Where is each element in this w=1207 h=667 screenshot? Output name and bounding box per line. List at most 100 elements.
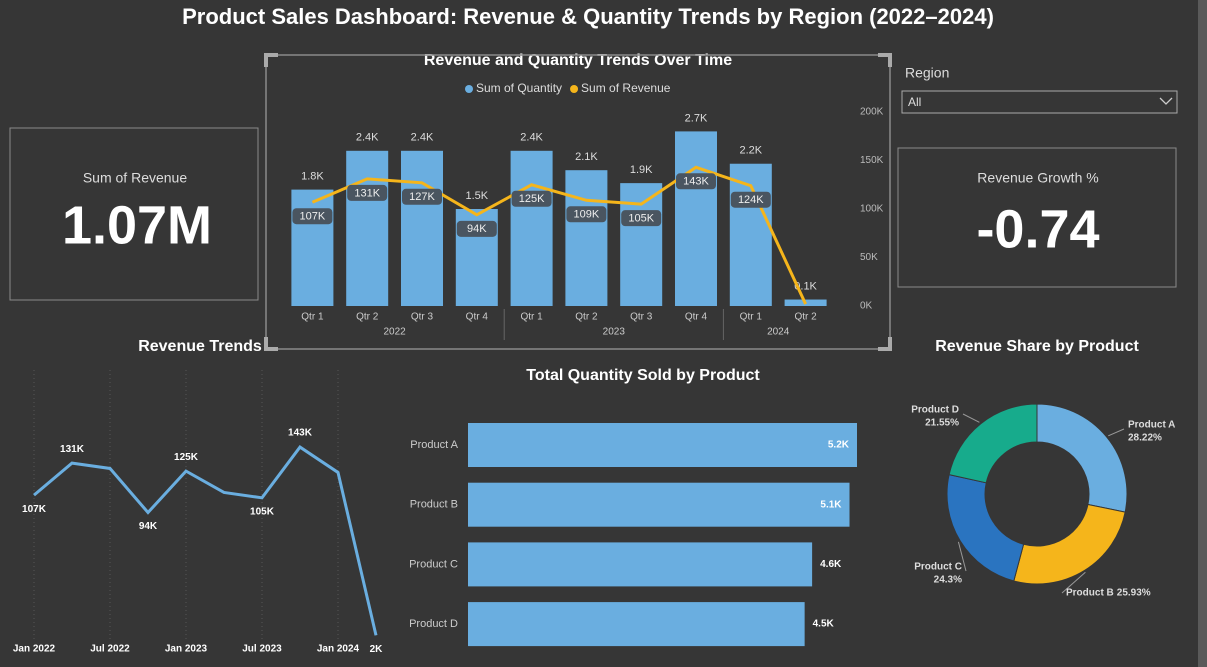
x-tick-label: Qtr 1 bbox=[520, 312, 543, 323]
chart-title: Revenue Share by Product bbox=[935, 338, 1139, 355]
slicer-value: All bbox=[908, 95, 921, 109]
line-label: 125K bbox=[519, 193, 545, 205]
y2-tick-label: 50K bbox=[860, 252, 878, 263]
data-label: 105K bbox=[250, 506, 275, 517]
data-label: 125K bbox=[174, 452, 199, 463]
group-label: 2023 bbox=[603, 327, 626, 338]
x-tick-label: Qtr 1 bbox=[740, 312, 763, 323]
scrollbar bbox=[1198, 0, 1207, 667]
frame-corner bbox=[264, 337, 278, 351]
card-value: -0.74 bbox=[976, 199, 1099, 259]
frame-corner bbox=[878, 337, 892, 351]
data-label: 143K bbox=[288, 428, 313, 439]
x-tick-label: Jan 2024 bbox=[317, 644, 360, 655]
bar bbox=[346, 150, 389, 306]
slicer-label: Region bbox=[905, 65, 949, 81]
label-box bbox=[456, 220, 497, 237]
dashboard-title: Product Sales Dashboard: Revenue & Quant… bbox=[182, 4, 994, 29]
bar bbox=[468, 602, 805, 647]
bar-label: 5.1K bbox=[820, 499, 842, 510]
bar bbox=[620, 183, 663, 306]
label-box bbox=[402, 188, 442, 205]
card-value: 1.07M bbox=[62, 195, 212, 255]
bar-label: 1.9K bbox=[630, 164, 653, 176]
legend-label: Sum of Quantity bbox=[476, 81, 562, 95]
bar bbox=[468, 542, 813, 587]
y-tick-label: Product C bbox=[409, 558, 458, 570]
donut-slice bbox=[1036, 403, 1128, 513]
group-label: 2022 bbox=[383, 327, 406, 338]
data-label: 131K bbox=[60, 444, 85, 455]
card-frame bbox=[897, 147, 1177, 288]
x-tick-label: Qtr 3 bbox=[411, 312, 434, 323]
group-label: 2024 bbox=[767, 327, 790, 338]
label-box bbox=[347, 184, 388, 201]
line-label: 105K bbox=[628, 213, 654, 225]
donut-slice bbox=[948, 403, 1038, 484]
slicer-dropdown[interactable] bbox=[901, 90, 1178, 114]
leader-line bbox=[1108, 428, 1125, 437]
bar bbox=[468, 423, 857, 467]
bar bbox=[468, 482, 850, 527]
x-tick-label: Qtr 2 bbox=[575, 312, 598, 323]
slice-label: 21.55% bbox=[925, 418, 959, 429]
bar-label: 4.6K bbox=[820, 559, 842, 570]
x-tick-label: Jul 2023 bbox=[242, 644, 282, 655]
chart-title: Revenue and Quantity Trends Over Time bbox=[424, 52, 732, 69]
bar bbox=[510, 150, 553, 306]
bar-label: 2.1K bbox=[575, 151, 598, 163]
x-tick-label: Qtr 2 bbox=[356, 312, 379, 323]
bar-label: 4.5K bbox=[813, 619, 835, 630]
leader-line bbox=[1061, 571, 1086, 594]
bar-label: 2.4K bbox=[356, 132, 379, 144]
slice-name: Product B bbox=[1066, 588, 1114, 599]
bar bbox=[401, 150, 443, 306]
x-tick-label: Qtr 4 bbox=[466, 312, 489, 323]
y-tick-label: Product B bbox=[410, 499, 458, 511]
line bbox=[311, 165, 807, 305]
slice-label: 25.93% bbox=[1117, 588, 1151, 599]
legend-label: Sum of Revenue bbox=[581, 81, 671, 95]
y2-tick-label: 100K bbox=[860, 204, 884, 215]
data-label: 2K bbox=[370, 644, 384, 655]
x-tick-label: Qtr 3 bbox=[630, 312, 653, 323]
line-label: 143K bbox=[683, 176, 709, 188]
legend-dot bbox=[570, 85, 579, 93]
label-box bbox=[566, 206, 607, 223]
bar-label: 5.2K bbox=[828, 440, 850, 451]
bar-label: 1.5K bbox=[465, 190, 488, 202]
line bbox=[33, 445, 378, 636]
y2-tick-label: 200K bbox=[860, 107, 884, 118]
line-label: 109K bbox=[574, 209, 600, 221]
bar-label: 1.8K bbox=[301, 171, 324, 183]
label-box bbox=[621, 210, 662, 227]
slice-name: Product C bbox=[914, 562, 962, 573]
line-label: 94K bbox=[467, 223, 487, 235]
card-frame bbox=[9, 127, 259, 301]
data-label: 94K bbox=[139, 521, 158, 532]
bar bbox=[291, 189, 334, 306]
label-box bbox=[511, 190, 552, 207]
x-tick-label: Jul 2022 bbox=[90, 644, 130, 655]
chart-title: Total Quantity Sold by Product bbox=[526, 367, 760, 384]
x-tick-label: Jan 2022 bbox=[13, 644, 56, 655]
y2-tick-label: 0K bbox=[860, 301, 873, 312]
line-label: 131K bbox=[354, 187, 380, 199]
chevron bbox=[1159, 97, 1173, 105]
frame-corner bbox=[264, 53, 278, 67]
bar bbox=[565, 170, 608, 306]
card-label: Sum of Revenue bbox=[83, 170, 187, 186]
card-label: Revenue Growth % bbox=[977, 170, 1098, 186]
leader-line bbox=[962, 413, 980, 423]
bar bbox=[675, 131, 717, 306]
data-label: 107K bbox=[22, 504, 47, 515]
leader-line bbox=[957, 541, 967, 572]
line-label: 127K bbox=[409, 191, 435, 203]
bar-label: 2.4K bbox=[411, 132, 434, 144]
slice-name: Product D bbox=[911, 405, 959, 416]
line-label: 124K bbox=[738, 194, 764, 206]
x-tick-label: Jan 2023 bbox=[165, 644, 208, 655]
slice-name: Product A bbox=[1128, 420, 1175, 431]
